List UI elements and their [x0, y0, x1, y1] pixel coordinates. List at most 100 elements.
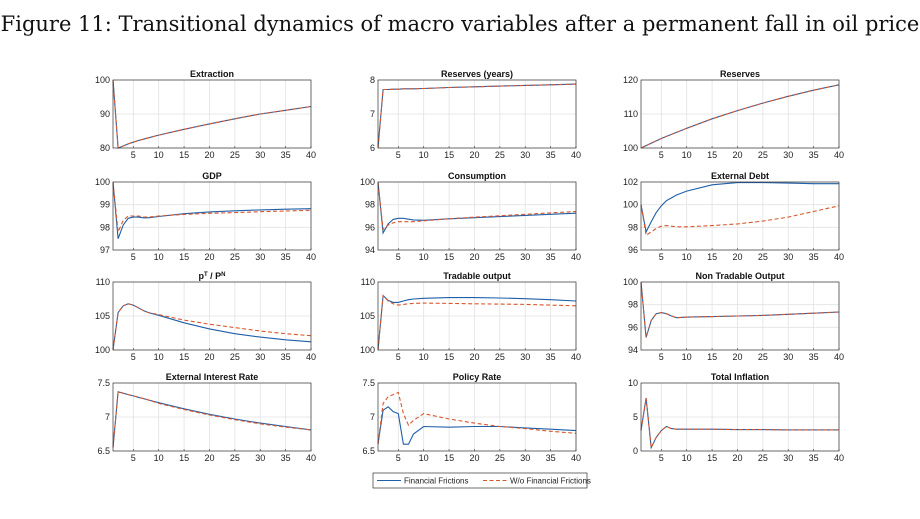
axes-box: [112, 79, 312, 149]
y-tick-label: 97: [100, 245, 110, 255]
x-tick-label: 30: [520, 352, 530, 362]
subplot-extraction: 5 10 15 20 25 30 35 40 80 90 100 Extraction: [95, 69, 316, 160]
subplot-title: Consumption: [448, 171, 506, 181]
figure-title: Figure 11: Transitional dynamics of macr…: [0, 12, 920, 36]
x-tick-label: 10: [419, 150, 429, 160]
y-tick-label: 96: [628, 245, 638, 255]
subplot-title: Reserves: [720, 69, 760, 79]
x-tick-label: 25: [495, 150, 505, 160]
y-tick-label: 110: [96, 277, 110, 287]
x-tick-label: 30: [783, 150, 793, 160]
x-tick-label: 5: [659, 150, 664, 160]
x-tick-label: 20: [204, 150, 214, 160]
x-tick-label: 25: [758, 252, 768, 262]
y-tick-label: 6.5: [97, 446, 110, 456]
series-line-financial-frictions: [640, 182, 839, 234]
y-tick-label: 7: [370, 412, 375, 422]
legend-label: W/o Financial Frictions: [510, 477, 591, 486]
y-tick-label: 5: [633, 412, 638, 422]
subplot-title: External Debt: [711, 171, 769, 181]
y-tick-label: 120: [623, 75, 638, 85]
y-tick-label: 98: [365, 200, 375, 210]
series-line-without-financial-frictions: [640, 204, 840, 237]
x-tick-label: 15: [179, 352, 189, 362]
plot-area: [378, 182, 576, 250]
axes-box: [640, 181, 840, 251]
series-line-financial-frictions: [640, 281, 840, 338]
subplot-reserves: 5 10 15 20 25 30 35 40 100 110 120 Reserves: [623, 69, 844, 160]
y-tick-label: 100: [360, 345, 375, 355]
title-text: p: [198, 271, 204, 281]
x-tick-label: 40: [834, 453, 844, 463]
subplot-external-interest-rate: 5 10 15 20 25 30 35 40 6.5 7 7.5 External Interest …: [97, 372, 316, 463]
x-tick-label: 25: [495, 252, 505, 262]
x-tick-label: 15: [707, 150, 717, 160]
x-tick-label: 35: [281, 252, 291, 262]
y-tick-label: 100: [360, 177, 375, 187]
x-tick-label: 30: [783, 252, 793, 262]
x-tick-label: 10: [154, 352, 164, 362]
x-tick-label: 20: [469, 352, 479, 362]
y-tick-label: 80: [100, 143, 110, 153]
x-tick-label: 30: [255, 150, 265, 160]
series-line-without-financial-frictions: [112, 391, 312, 448]
x-tick-label: 5: [131, 150, 136, 160]
x-tick-label: 25: [758, 150, 768, 160]
x-tick-label: 5: [131, 252, 136, 262]
x-tick-label: 40: [834, 352, 844, 362]
x-tick-label: 5: [396, 150, 401, 160]
x-tick-label: 25: [495, 453, 505, 463]
x-tick-label: 40: [306, 150, 316, 160]
x-tick-label: 40: [571, 252, 581, 262]
y-tick-label: 105: [360, 311, 375, 321]
x-tick-label: 30: [520, 150, 530, 160]
x-tick-label: 40: [571, 352, 581, 362]
axes-box: [112, 281, 312, 351]
series-line-without-financial-frictions: [377, 181, 577, 231]
x-tick-label: 20: [732, 150, 742, 160]
x-tick-label: 20: [469, 150, 479, 160]
x-tick-label: 5: [659, 352, 664, 362]
subplot-policy-rate: 5 10 15 20 25 30 35 40 6.5 7 7.5 Policy Rate: [362, 372, 581, 463]
y-tick-label: 98: [628, 300, 638, 310]
y-tick-label: 90: [100, 109, 110, 119]
x-tick-label: 25: [495, 352, 505, 362]
x-tick-label: 30: [520, 453, 530, 463]
y-tick-label: 102: [623, 177, 638, 187]
axes-box: [112, 382, 312, 452]
subplot-total-inflation: 5 10 15 20 25 30 35 40 0 5 10 Total Inflation: [628, 372, 844, 463]
x-tick-label: 10: [682, 453, 692, 463]
x-tick-label: 40: [306, 352, 316, 362]
subplot-title: Tradable output: [443, 271, 511, 281]
x-tick-label: 20: [469, 252, 479, 262]
x-tick-label: 15: [444, 453, 454, 463]
legend-label: Financial Frictions: [404, 477, 468, 486]
y-tick-label: 100: [623, 277, 638, 287]
x-tick-label: 15: [444, 252, 454, 262]
x-tick-label: 20: [732, 252, 742, 262]
y-tick-label: 100: [95, 345, 110, 355]
title-text: / P: [208, 271, 222, 281]
y-tick-label: 96: [365, 222, 375, 232]
series-line-financial-frictions: [377, 181, 577, 235]
x-tick-label: 20: [732, 453, 742, 463]
series-line-without-financial-frictions: [377, 391, 577, 445]
series-line-without-financial-frictions: [640, 397, 839, 450]
y-tick-label: 7.5: [362, 378, 375, 388]
title-superscript: N: [221, 272, 225, 278]
series-line-financial-frictions: [377, 294, 577, 351]
y-tick-label: 0: [633, 446, 638, 456]
x-tick-label: 5: [131, 352, 136, 362]
subplot-gdp: 5 10 15 20 25 30 35 40 97 98 99 100 GDP: [95, 171, 316, 262]
x-tick-label: 20: [204, 252, 214, 262]
y-tick-label: 100: [95, 75, 110, 85]
axes-box: [640, 382, 840, 452]
x-tick-label: 35: [809, 252, 819, 262]
subplot-reserves-years-: 5 10 15 20 25 30 35 40 6 7 8 Reserves (years): [370, 69, 581, 160]
series-line-without-financial-frictions: [112, 79, 312, 149]
x-tick-label: 10: [419, 252, 429, 262]
x-tick-label: 40: [571, 453, 581, 463]
axes-box: [640, 79, 840, 149]
subplot-external-debt: 5 10 15 20 25 30 35 40 96 98 100 102 External Debt: [623, 171, 844, 262]
